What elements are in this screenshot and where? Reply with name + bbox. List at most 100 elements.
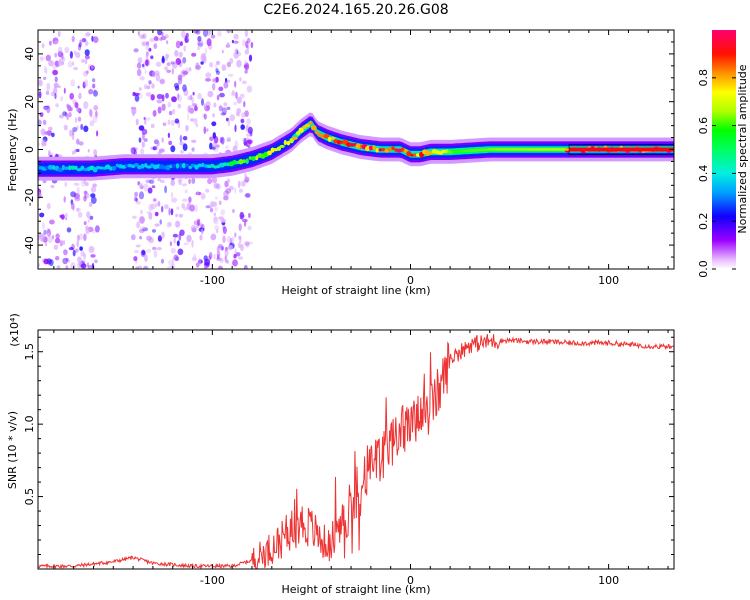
spectrogram-noise-cell bbox=[170, 145, 176, 153]
spectrogram-noise-cell bbox=[166, 221, 172, 228]
spectrogram-noise-cell bbox=[148, 80, 152, 85]
spectrogram-noise-cell bbox=[207, 90, 214, 98]
spectrogram-noise-cell bbox=[208, 255, 211, 261]
spectrogram-noise-cell bbox=[231, 39, 234, 44]
spectrogram-noise-cell bbox=[41, 222, 46, 230]
ridge-cell bbox=[314, 130, 320, 134]
ridge-cell bbox=[197, 163, 202, 168]
spectrogram-noise-cell bbox=[89, 215, 94, 220]
spectrogram-noise-cell bbox=[182, 136, 188, 141]
spectrogram-noise-cell bbox=[93, 90, 98, 97]
spectrogram-noise-cell bbox=[84, 190, 87, 197]
spectrogram-noise-cell bbox=[130, 234, 136, 241]
spectrogram-noise-cell bbox=[231, 236, 235, 244]
spectrogram-panel: -100 0 100 -40 -20 0 20 40 Height of straight l… bbox=[6, 29, 675, 297]
spectrogram-noise-cell bbox=[215, 68, 219, 73]
spectrogram-noise-cell bbox=[74, 197, 81, 202]
ridge-cell bbox=[403, 149, 408, 153]
spectrogram-noise-cell bbox=[218, 244, 223, 249]
spectrogram-noise-cell bbox=[76, 125, 79, 130]
spectrogram-noise-cell bbox=[148, 212, 153, 220]
spectrogram-noise-cell bbox=[57, 85, 61, 89]
spectrogram-noise-cell bbox=[80, 123, 84, 131]
spectrogram-noise-cell bbox=[206, 105, 210, 109]
spectrogram-xtick-label: -100 bbox=[200, 274, 225, 287]
snr-xtick-label: 100 bbox=[598, 574, 619, 587]
spectrogram-noise-cell bbox=[186, 234, 192, 243]
spectrogram-noise-cell bbox=[135, 244, 141, 248]
ridge-streak-cell bbox=[514, 148, 519, 151]
spectrogram-noise-cell bbox=[89, 109, 93, 118]
ridge-cell bbox=[308, 121, 313, 125]
spectrogram-noise-cell bbox=[214, 196, 218, 200]
spectrogram-ridge bbox=[38, 112, 674, 181]
spectrogram-noise-cell bbox=[64, 181, 68, 187]
spectrogram-noise-cell bbox=[249, 131, 253, 137]
spectrogram-noise-cell bbox=[40, 238, 46, 242]
spectrogram-noise-cell bbox=[161, 231, 165, 239]
spectrogram-noise-cell bbox=[197, 45, 201, 51]
spectrogram-noise-cell bbox=[152, 110, 157, 117]
spectrogram-noise-cell bbox=[185, 32, 189, 38]
spectrogram-noise-cell bbox=[190, 118, 195, 122]
ridge-streak-cell bbox=[490, 148, 495, 151]
spectrogram-noise-cell bbox=[223, 81, 229, 89]
spectrogram-noise-cell bbox=[68, 247, 74, 251]
spectrogram-noise-cell bbox=[191, 239, 194, 248]
spectrogram-noise-cell bbox=[64, 213, 68, 218]
ridge-streak-cell bbox=[464, 149, 468, 153]
ridge-cell bbox=[410, 153, 414, 157]
spectrogram-noise-cell bbox=[91, 78, 96, 83]
ridge-cell bbox=[248, 156, 253, 160]
spectrogram-noise-cell bbox=[74, 102, 79, 109]
spectrogram-noise-cell bbox=[239, 93, 245, 99]
spectrogram-noise-cell bbox=[62, 257, 68, 265]
spectrogram-noise-cell bbox=[76, 186, 80, 195]
spectrogram-noise-cell bbox=[145, 92, 152, 97]
spectrogram-noise-cell bbox=[139, 236, 143, 240]
ridge-streak-cell bbox=[484, 148, 489, 151]
ridge-streak-cell bbox=[550, 148, 555, 151]
spectrogram-noise-cell bbox=[83, 253, 87, 260]
spectrogram-noise-cell bbox=[221, 107, 227, 115]
spectrogram-noise-cell bbox=[216, 228, 219, 234]
spectrogram-noise-cell bbox=[53, 82, 59, 89]
spectrogram-noise-cell bbox=[145, 41, 150, 46]
spectrogram-noise-cell bbox=[218, 105, 223, 112]
spectrogram-noise-cell bbox=[203, 103, 207, 111]
spectrogram-noise-cell bbox=[93, 149, 98, 157]
spectrogram-noise-cell bbox=[242, 180, 246, 187]
spectrogram-noise-cell bbox=[160, 179, 165, 184]
spectrogram-noise-cell bbox=[88, 202, 93, 207]
ridge-cell bbox=[406, 151, 412, 157]
spectrogram-noise-cell bbox=[94, 259, 98, 264]
spectrogram-noise-cell bbox=[76, 107, 81, 113]
spectrogram-noise-cell bbox=[75, 148, 80, 153]
spectrogram-noise-cell bbox=[168, 259, 173, 266]
spectrogram-noise-cell bbox=[196, 218, 201, 227]
spectrogram-noise-cell bbox=[168, 110, 173, 116]
spectrogram-noise-cell bbox=[203, 126, 207, 134]
spectrogram-noise-cell bbox=[189, 107, 195, 114]
spectrogram-noise-cell bbox=[203, 265, 207, 269]
spectrogram-noise-cell bbox=[72, 127, 78, 132]
spectrogram-noise-cell bbox=[156, 93, 163, 100]
spectrogram-noise-cell bbox=[78, 42, 82, 48]
spectrogram-noise-cell bbox=[194, 204, 199, 213]
spectrogram-noise-cell bbox=[139, 148, 145, 155]
spectrogram-noise-cell bbox=[194, 105, 198, 112]
spectrogram-noise-cell bbox=[165, 92, 169, 99]
snr-series-line bbox=[38, 333, 674, 569]
spectrogram-noise-cell bbox=[216, 94, 220, 101]
spectrogram-noise-cell bbox=[63, 196, 66, 203]
spectrogram-noise-cell bbox=[143, 183, 149, 192]
spectrogram-noise-cell bbox=[76, 138, 80, 145]
ridge-cell bbox=[181, 162, 186, 169]
ridge-streak-cell bbox=[493, 148, 498, 151]
ridge-cell bbox=[137, 165, 142, 170]
spectrogram-noise-cell bbox=[54, 52, 58, 58]
spectrogram-noise-cell bbox=[58, 58, 62, 67]
spectrogram-noise-cell bbox=[216, 60, 220, 65]
ridge-cell bbox=[238, 159, 244, 165]
ridge-streak-cell bbox=[538, 148, 543, 151]
